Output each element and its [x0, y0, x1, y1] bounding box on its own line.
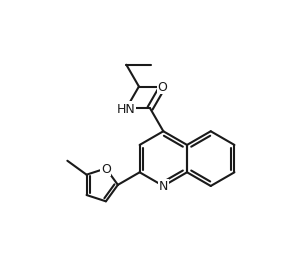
Text: O: O [158, 81, 168, 94]
Text: N: N [159, 180, 168, 193]
Text: O: O [101, 162, 111, 175]
Text: HN: HN [117, 102, 136, 115]
